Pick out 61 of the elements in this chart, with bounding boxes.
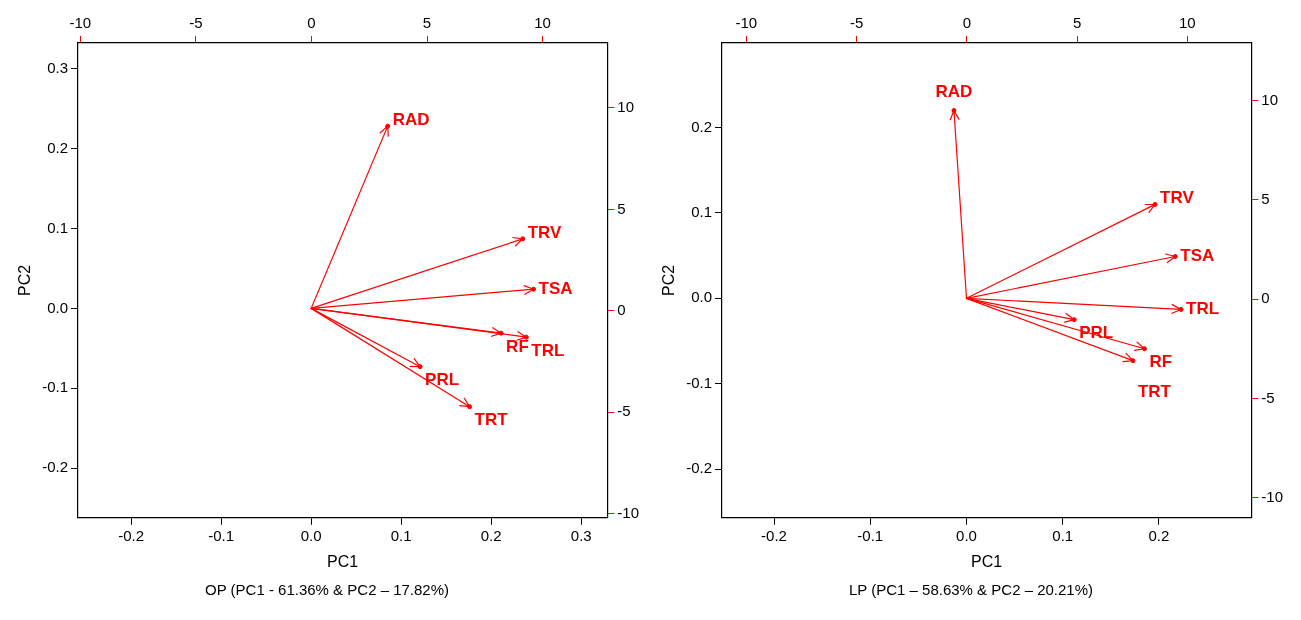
y-tick-label: 0.1 xyxy=(47,218,69,236)
y-tick-label: -0.1 xyxy=(686,373,713,391)
y-tick-label: -0.1 xyxy=(42,378,69,396)
x2-tick-label: 10 xyxy=(1179,14,1196,32)
x2-tick-label: 5 xyxy=(1072,14,1082,32)
annotation: TSA xyxy=(1180,246,1215,266)
x2-tick-label: 0 xyxy=(307,14,316,32)
annotation: RF xyxy=(506,336,529,356)
y2-tick-label: 5 xyxy=(617,199,626,217)
y2-tick-label: -5 xyxy=(617,402,631,420)
x-tick-label: -0.1 xyxy=(208,526,235,544)
y-tick-label: 0.2 xyxy=(47,138,69,156)
text: LP (PC1 – 58.63% & PC2 – 20.21%) xyxy=(848,581,1094,599)
annotation: TRV xyxy=(1160,188,1195,208)
y2-tick-label: -10 xyxy=(617,503,640,521)
x2-tick-label: 0 xyxy=(962,14,972,32)
y2-tick-label: -5 xyxy=(1261,388,1275,406)
x-tick-label: 0.3 xyxy=(570,526,592,544)
x-tick-label: 0.1 xyxy=(390,526,412,544)
x-tick-label: 0.2 xyxy=(1148,526,1170,544)
annotation: RAD xyxy=(392,109,430,129)
y-tick-label: 0.3 xyxy=(47,58,69,76)
annotation: TRT xyxy=(1137,382,1172,402)
y-axis-title: PC2 xyxy=(16,264,34,296)
y-tick-label: 0.0 xyxy=(691,288,713,306)
x2-tick-label: -5 xyxy=(189,14,203,32)
y-tick-label: -0.2 xyxy=(686,459,713,477)
x2-tick-label: 10 xyxy=(534,14,551,32)
x2-tick-label: 5 xyxy=(422,14,432,32)
x-tick-label: 0.1 xyxy=(1052,526,1074,544)
x-tick-label: 0.0 xyxy=(300,526,322,544)
y2-tick-label: 10 xyxy=(1261,90,1279,108)
x-tick-label: -0.2 xyxy=(118,526,145,544)
annotation: RAD xyxy=(935,82,973,102)
y2-tick-label: -10 xyxy=(1261,488,1284,506)
annotation: PRL xyxy=(425,370,460,390)
x-axis-title: PC1 xyxy=(971,552,1003,570)
annotation: TRL xyxy=(1186,299,1220,319)
y2-tick-label: 5 xyxy=(1261,190,1270,208)
y-tick-label: 0.0 xyxy=(47,298,69,316)
y-tick-label: -0.2 xyxy=(42,458,69,476)
x-axis-title: PC1 xyxy=(327,552,359,570)
x-tick-label: -0.2 xyxy=(761,526,787,544)
x-tick-label: 0.2 xyxy=(480,526,502,544)
annotation: TSA xyxy=(538,278,573,298)
text: OP (PC1 - 61.36% & PC2 – 17.82%) xyxy=(204,581,450,599)
x2-tick-label: -10 xyxy=(69,14,92,32)
x-tick-label: 0.0 xyxy=(956,526,977,544)
annotation: RF xyxy=(1149,352,1173,372)
y-tick-label: 0.2 xyxy=(691,117,713,135)
x-tick-label: -0.1 xyxy=(857,526,884,544)
annotation: TRL xyxy=(531,340,565,360)
y-axis-title: PC2 xyxy=(660,264,678,296)
x2-tick-label: -10 xyxy=(735,14,758,32)
y2-tick-label: 0 xyxy=(1261,289,1270,307)
y-tick-label: 0.1 xyxy=(691,203,713,221)
annotation: TRV xyxy=(527,222,563,242)
annotation: TRT xyxy=(474,410,509,430)
x2-tick-label: -5 xyxy=(849,14,864,32)
y2-tick-label: 0 xyxy=(617,300,626,318)
y2-tick-label: 10 xyxy=(617,98,635,116)
